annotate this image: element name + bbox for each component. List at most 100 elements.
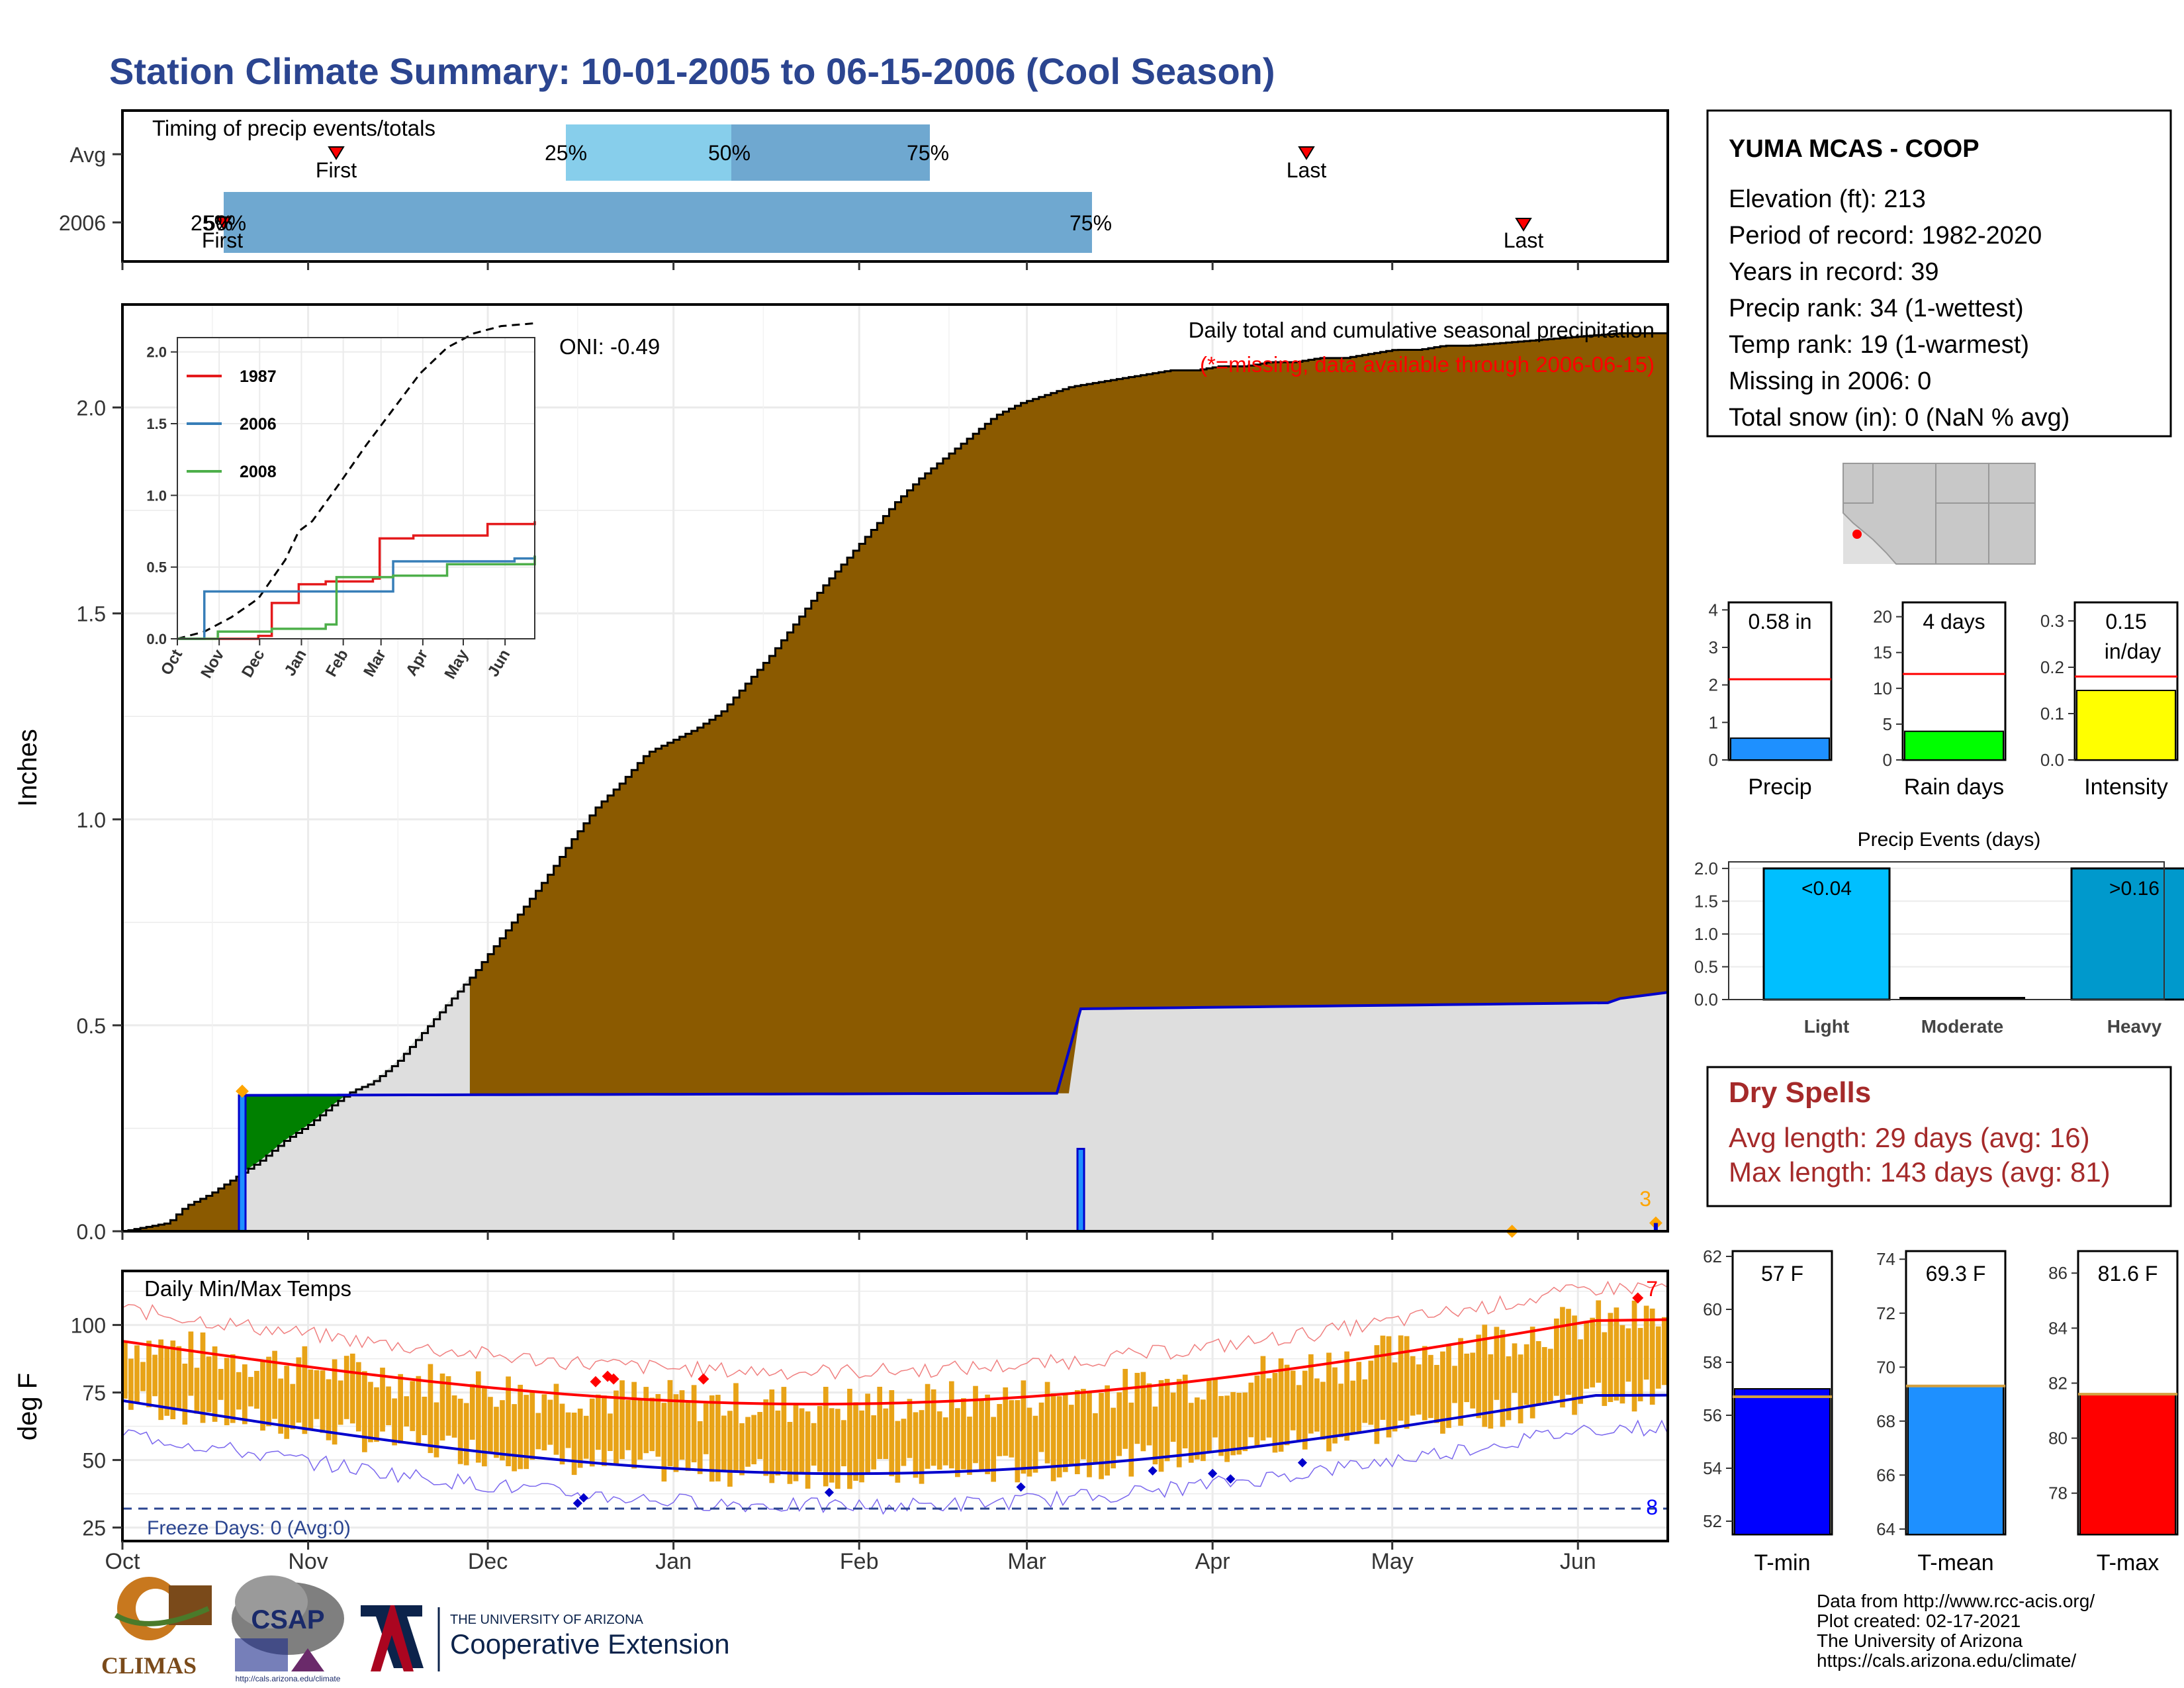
daily-temp-bar (416, 1376, 422, 1445)
daily-temp-bar (577, 1408, 583, 1468)
daily-temp-bar (188, 1331, 194, 1396)
daily-temp-bar (1643, 1305, 1649, 1380)
daily-temp-bar (1404, 1336, 1410, 1429)
daily-temp-bar (1068, 1405, 1074, 1465)
timing-title: Timing of precip events/totals (152, 116, 435, 140)
daily-temp-bar (1625, 1328, 1631, 1382)
temp-stat-ytick-label: 84 (2048, 1318, 2068, 1338)
y2006-last-label: Last (1504, 228, 1544, 252)
daily-temp-bar (799, 1408, 805, 1474)
daily-temp-bar (547, 1399, 553, 1445)
daily-temp-bar (439, 1373, 445, 1441)
daily-temp-bar (451, 1395, 457, 1438)
precip-events-panel: Precip Events (days) 0.0 0.5 1.0 1.5 2.0 <0.04… (1694, 829, 2184, 1037)
daily-temp-bar (1368, 1360, 1374, 1425)
daily-temp-bar (1541, 1346, 1547, 1405)
daily-temp-bar (170, 1340, 176, 1419)
precip-ytick-label: 2.0 (77, 397, 106, 420)
daily-temp-bar (1032, 1415, 1038, 1473)
daily-temp-bar (1596, 1300, 1602, 1383)
daily-temp-bar (349, 1353, 355, 1424)
temp-stat-bar-T-min (1734, 1388, 1831, 1535)
temp-stat-ytick-label: 82 (2048, 1373, 2068, 1393)
daily-temp-bar (739, 1423, 745, 1476)
daily-temp-bar (1308, 1354, 1314, 1434)
daily-temp-bar (152, 1354, 158, 1397)
temp-stat-ytick-label: 86 (2048, 1263, 2068, 1283)
daily-temp-bar (655, 1393, 661, 1457)
daily-temp-bar (709, 1395, 715, 1482)
daily-temp-bar (733, 1383, 739, 1472)
daily-temp-bar (637, 1399, 643, 1460)
temp-xtick-label-Jan: Jan (655, 1549, 692, 1574)
y2006-p75-label: 75% (1069, 211, 1112, 235)
events-frame (1728, 861, 2165, 1000)
footer-line-created: Plot created: 02-17-2021 (1817, 1611, 2021, 1631)
daily-temp-bar (667, 1380, 673, 1467)
daily-temp-bar (835, 1409, 841, 1489)
dry-spells-avg: Avg length: 29 days (avg: 16) (1729, 1122, 2090, 1153)
daily-temp-bar (871, 1415, 876, 1470)
daily-temp-bar (763, 1399, 769, 1476)
daily-temp-bar (1056, 1396, 1062, 1477)
events-ytick-label: 1.0 (1694, 924, 1718, 944)
daily-temp-bar (649, 1397, 655, 1452)
daily-temp-bar (961, 1398, 966, 1470)
daily-temp-bar (608, 1413, 613, 1452)
daily-temp-bar (1170, 1392, 1176, 1442)
daily-temp-bar (433, 1402, 439, 1458)
events-ytick-label: 0.0 (1694, 990, 1718, 1009)
stat-value-label-Rain days: 4 days (1923, 610, 1985, 633)
daily-temp-bar (206, 1356, 212, 1413)
daily-temp-bar (541, 1394, 547, 1451)
normal-max-line (122, 1318, 1668, 1406)
daily-temp-bar (518, 1384, 523, 1470)
daily-temp-bar (1236, 1393, 1242, 1455)
daily-temp-bar (1637, 1328, 1643, 1401)
dry-spells-box: Dry Spells Avg length: 29 days (avg: 16)… (1706, 1066, 2172, 1207)
daily-temp-bar (1524, 1344, 1529, 1405)
daily-temp-bar (428, 1364, 433, 1454)
daily-temp-bar (482, 1387, 487, 1467)
daily-temp-bar (1176, 1379, 1182, 1468)
daily-temp-bar (1038, 1402, 1044, 1452)
daily-temp-bar (1206, 1380, 1212, 1452)
daily-temp-bar (625, 1400, 631, 1450)
daily-temp-bar (224, 1358, 230, 1426)
temp-xtick-label-Jun: Jun (1560, 1549, 1596, 1574)
station-line-elevation: Elevation (ft): 213 (1729, 185, 1926, 213)
daily-temp-bar (697, 1421, 703, 1474)
daily-precip-marker (236, 1084, 249, 1098)
precip-ylabel: Inches (13, 729, 42, 807)
daily-temp-bar (553, 1383, 559, 1455)
daily-temp-bar (757, 1411, 763, 1460)
record-high-line (122, 1280, 1668, 1380)
daily-temp-bar (1422, 1346, 1428, 1421)
daily-temp-bar (1254, 1375, 1260, 1446)
temp-xtick-label-Nov: Nov (288, 1549, 328, 1574)
daily-temp-bar (769, 1389, 775, 1483)
daily-temp-bar (284, 1366, 290, 1439)
temp-ytick-label: 100 (71, 1314, 106, 1338)
dry-spells-title: Dry Spells (1729, 1076, 1871, 1109)
inset-ytick-label: 0.5 (146, 559, 167, 576)
avg-first-marker (328, 146, 345, 160)
footer-line-data: Data from http://www.rcc-acis.org/ (1817, 1591, 2095, 1611)
daily-temp-bar (158, 1339, 163, 1421)
climas-logo-text: CLIMAS (101, 1652, 197, 1679)
y2006-last-marker (1515, 218, 1532, 232)
record-high-marker (698, 1373, 709, 1385)
daily-temp-bar (865, 1393, 870, 1474)
daily-temp-bar (1105, 1385, 1110, 1476)
daily-temp-bar (942, 1417, 948, 1466)
y2006-p25-label: 25% (191, 211, 233, 235)
avg-band-25-50 (566, 124, 731, 181)
daily-precip-bar (1653, 1223, 1658, 1231)
inset-bg (177, 338, 535, 639)
daily-temp-bar (1602, 1332, 1608, 1406)
ua-big-text: Cooperative Extension (450, 1628, 730, 1660)
avg-p75-label: 75% (907, 141, 949, 165)
event-category-label-Moderate: Moderate (1921, 1016, 2003, 1037)
daily-temp-bar (955, 1408, 960, 1477)
daily-temp-bar (1152, 1406, 1158, 1465)
